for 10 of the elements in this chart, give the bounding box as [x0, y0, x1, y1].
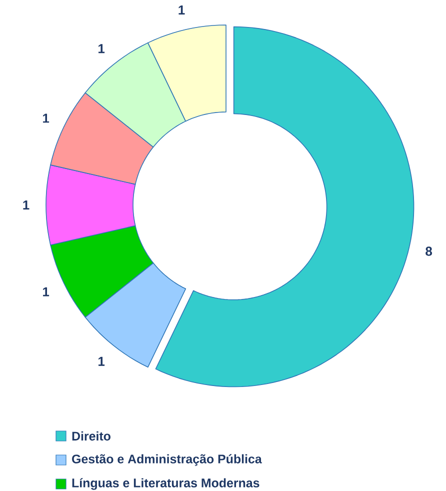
data-label: 1 [43, 287, 50, 296]
data-label: 1 [98, 356, 105, 366]
legend-label: Gestão e Administração Pública [72, 454, 262, 466]
legend-label: Direito [72, 431, 110, 441]
data-label: 1 [98, 44, 105, 54]
data-label: 1 [43, 114, 50, 123]
legend-label: Línguas e Literaturas Modernas [72, 478, 260, 490]
data-label: 1 [178, 6, 185, 14]
data-label: 8 [426, 246, 432, 256]
data-label: 1 [23, 200, 30, 210]
